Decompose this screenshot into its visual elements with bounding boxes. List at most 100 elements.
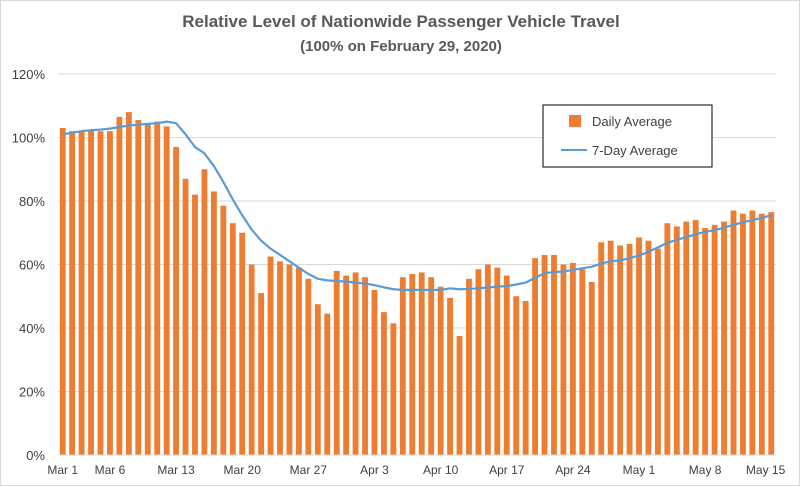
bar-daily-average — [362, 277, 368, 455]
bar-daily-average — [541, 254, 548, 455]
x-tick-label: Apr 3 — [360, 463, 389, 477]
bar-daily-average — [607, 240, 614, 455]
bar-daily-average — [409, 274, 416, 455]
bar-daily-average — [494, 267, 501, 455]
bar-daily-average — [484, 264, 491, 455]
bar-daily-average — [579, 269, 586, 455]
bar-daily-average — [598, 242, 605, 455]
bar-daily-average — [295, 267, 302, 455]
bar-daily-average — [381, 312, 387, 455]
bar-daily-average — [475, 269, 482, 455]
bar-daily-average — [673, 226, 680, 455]
bar-daily-average — [702, 227, 709, 455]
bar-daily-average — [116, 116, 123, 456]
y-tick-label: 20% — [19, 385, 45, 400]
x-tick-label: Mar 27 — [290, 463, 328, 477]
x-tick-label: Mar 6 — [95, 463, 126, 477]
bar-daily-average — [683, 221, 690, 455]
bar-daily-average — [740, 213, 746, 455]
x-tick-label: Mar 13 — [157, 463, 195, 477]
bar-daily-average — [588, 281, 595, 455]
bar-daily-average — [503, 275, 510, 455]
bar-daily-average — [210, 191, 217, 455]
legend-daily-average-label: Daily Average — [592, 114, 672, 129]
bar-daily-average — [645, 240, 652, 455]
bar-daily-average — [749, 210, 756, 455]
bar-daily-average — [182, 178, 189, 455]
x-tick-label: May 15 — [746, 463, 786, 477]
bar-daily-average — [286, 264, 293, 455]
bar-daily-average — [59, 127, 66, 455]
bar-daily-average — [88, 129, 94, 455]
bar-daily-average — [333, 270, 340, 455]
bar-daily-average — [390, 323, 397, 455]
bar-daily-average — [201, 169, 208, 455]
bar-daily-average — [768, 212, 775, 455]
bar-daily-average — [721, 221, 727, 455]
chart-title: Relative Level of Nationwide Passenger V… — [182, 12, 619, 31]
bar-daily-average — [636, 237, 642, 455]
bar-daily-average — [135, 120, 142, 455]
bar-daily-average — [428, 277, 435, 455]
y-tick-label: 100% — [12, 131, 46, 146]
y-tick-label: 120% — [12, 67, 46, 82]
bar-daily-average — [305, 278, 312, 455]
y-tick-label: 0% — [26, 448, 45, 463]
seven-day-average-line-group — [62, 120, 772, 291]
bar-daily-average — [617, 245, 624, 455]
bar-daily-average — [267, 256, 274, 455]
seven-day-average-line — [62, 120, 772, 291]
bar-daily-average — [522, 301, 529, 455]
bar-daily-average — [343, 275, 350, 455]
chart-subtitle: (100% on February 29, 2020) — [300, 38, 502, 55]
x-tick-label: Apr 10 — [423, 463, 459, 477]
bar-daily-average — [399, 277, 406, 455]
bar-daily-average — [192, 194, 198, 455]
bar-daily-average — [532, 258, 539, 455]
y-tick-label: 80% — [19, 194, 45, 209]
bar-daily-average — [248, 264, 255, 455]
bar-daily-average — [371, 289, 378, 455]
bar-daily-average — [654, 248, 661, 455]
bar-daily-average — [447, 297, 453, 455]
bar-daily-average — [314, 304, 321, 455]
bar-daily-average — [324, 313, 331, 455]
legend-seven-day-average-label: 7-Day Average — [592, 143, 678, 158]
bar-daily-average — [692, 220, 699, 455]
x-tick-label: May 8 — [689, 463, 722, 477]
y-tick-label: 40% — [19, 321, 45, 336]
bar-daily-average — [78, 131, 85, 455]
bar-daily-average — [551, 254, 557, 455]
x-tick-label: Apr 24 — [555, 463, 591, 477]
bar-daily-average — [513, 296, 520, 455]
bar-daily-average — [258, 293, 265, 455]
x-tick-label: Apr 17 — [489, 463, 525, 477]
daily-average-bars — [59, 112, 775, 456]
x-axis-tick-labels: Mar 1 Mar 6 Mar 13 Mar 20 Mar 27 Apr 3 Apr 10 A… — [47, 463, 785, 477]
bar-daily-average — [456, 335, 463, 455]
bar-daily-average — [352, 272, 359, 455]
y-axis-tick-labels: 0% 20% 40% 60% 80% 100% 120% — [12, 67, 46, 463]
bar-daily-average — [626, 243, 633, 455]
bar-daily-average — [560, 264, 567, 455]
bar-daily-average — [163, 126, 170, 455]
bar-daily-average — [239, 232, 246, 455]
legend: Daily Average 7-Day Average — [542, 104, 713, 168]
x-tick-label: May 1 — [623, 463, 656, 477]
bar-daily-average — [154, 121, 161, 455]
bar-daily-average — [125, 112, 132, 455]
bar-daily-average — [229, 223, 236, 455]
bar-daily-average — [220, 205, 227, 455]
bar-daily-average — [144, 123, 151, 456]
bar-daily-average — [711, 224, 718, 455]
x-tick-label: Mar 20 — [224, 463, 262, 477]
bar-daily-average — [107, 131, 113, 455]
y-tick-label: 60% — [19, 258, 45, 273]
bar-daily-average — [437, 286, 444, 455]
bar-daily-average — [418, 272, 425, 455]
x-tick-label: Mar 1 — [47, 463, 78, 477]
bar-daily-average — [730, 210, 737, 455]
bar-daily-average — [664, 223, 671, 455]
